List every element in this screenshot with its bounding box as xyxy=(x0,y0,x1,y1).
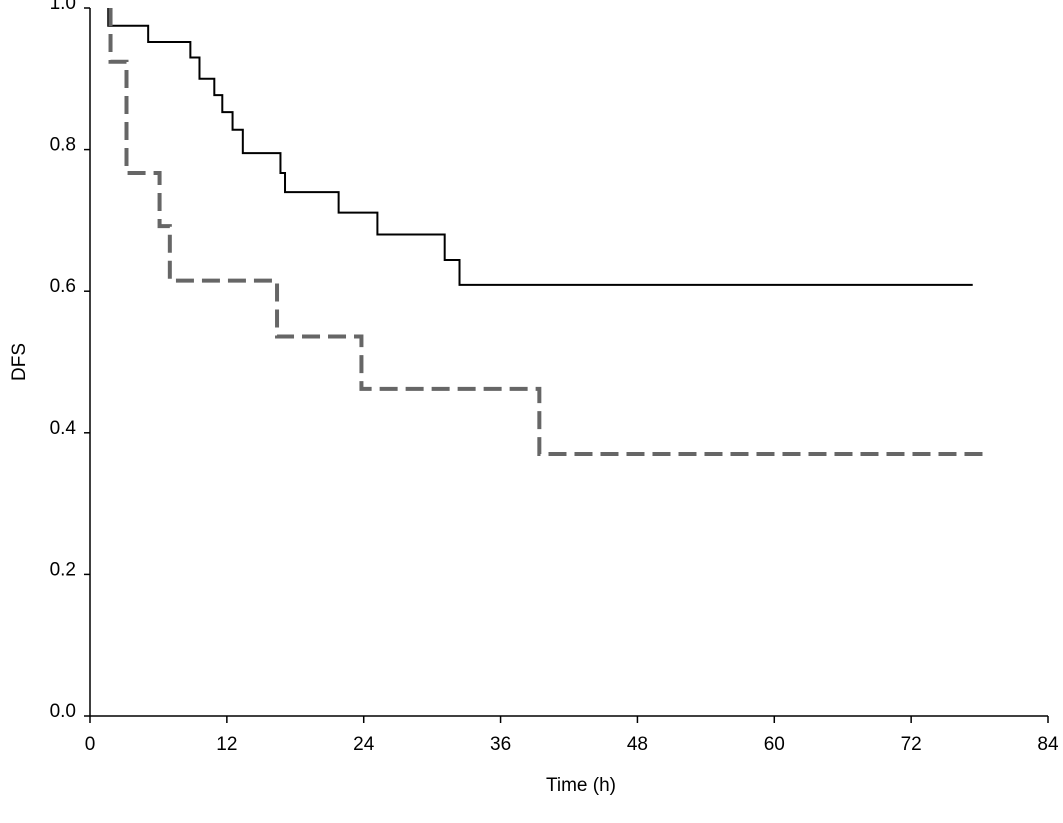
x-tick-label: 48 xyxy=(627,734,648,755)
x-axis-label: Time (h) xyxy=(546,775,616,796)
y-axis-label: DFS xyxy=(9,343,30,381)
x-tick-label: 72 xyxy=(901,734,922,755)
y-tick-label: 0.8 xyxy=(50,135,76,156)
x-tick-label: 12 xyxy=(216,734,237,755)
y-tick-label: 0.0 xyxy=(50,701,76,722)
x-tick-label: 24 xyxy=(353,734,375,755)
x-tick-label: 60 xyxy=(764,734,785,755)
survival-curve xyxy=(107,8,973,286)
x-tick-label: 84 xyxy=(1037,734,1059,755)
y-tick-label: 0.4 xyxy=(50,418,77,439)
y-tick-label: 0.6 xyxy=(50,276,76,297)
x-tick-label: 0 xyxy=(85,734,96,755)
y-tick-label: 1.0 xyxy=(50,0,76,14)
y-tick-label: 0.2 xyxy=(50,559,76,580)
survival-curve xyxy=(108,8,988,457)
x-tick-label: 36 xyxy=(490,734,511,755)
